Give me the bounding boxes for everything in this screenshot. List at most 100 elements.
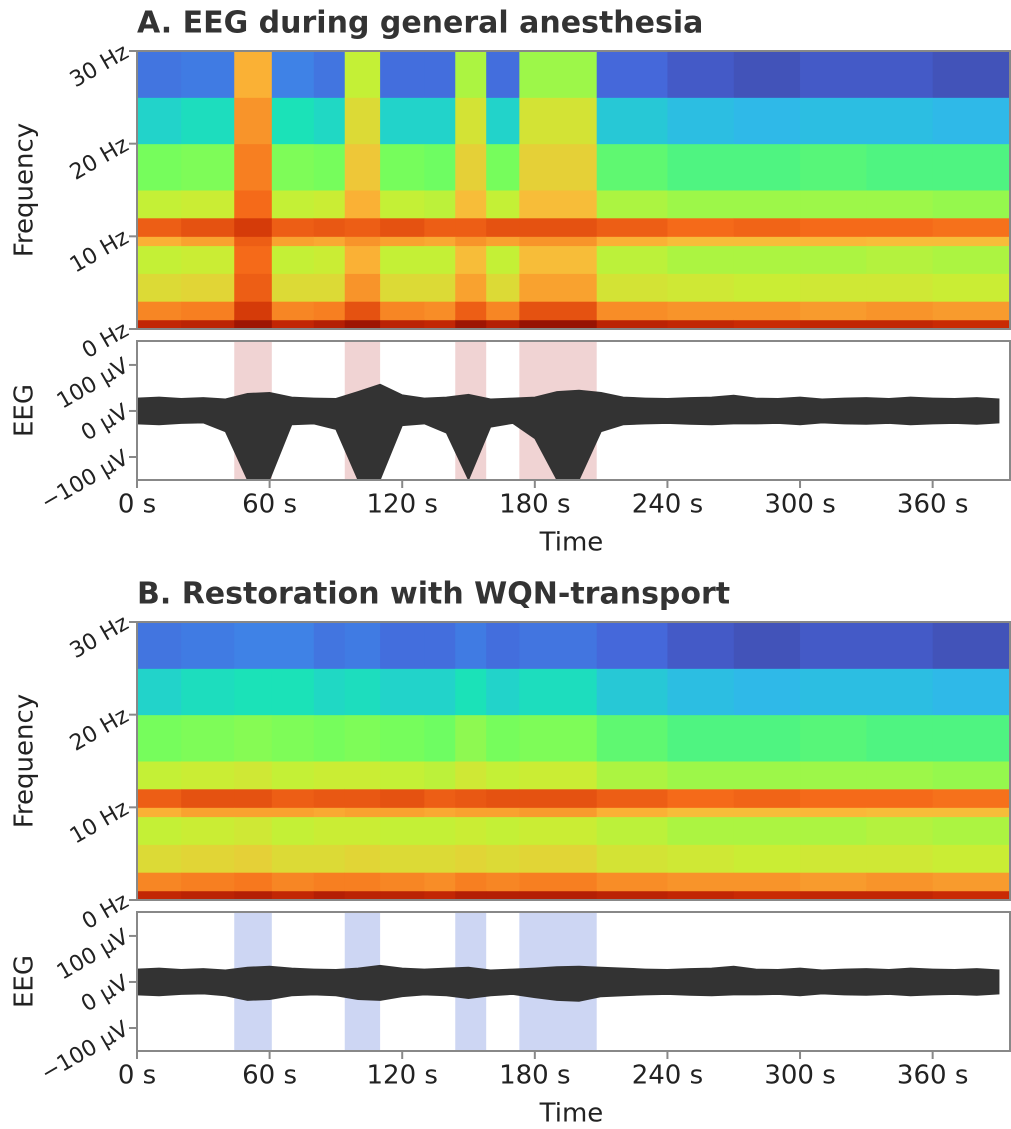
heatmap-cell [800, 301, 867, 321]
heatmap-cell [800, 872, 867, 892]
heatmap-cell [866, 668, 934, 716]
heatmap-cell [866, 816, 934, 845]
heatmap-cell [800, 319, 867, 330]
heatmap-cell [137, 668, 182, 716]
heatmap-cell [519, 143, 598, 191]
heatmap-cell [486, 245, 520, 274]
heatmap-cell [313, 97, 346, 145]
heatmap-cell [596, 761, 668, 790]
heatmap-cell [519, 190, 598, 219]
panel-frame [136, 621, 1011, 901]
heatmap-cell [380, 872, 425, 892]
heatmap-cell [519, 714, 598, 762]
x-tick-label: 60 s [242, 490, 297, 520]
x-axis-label: Time [539, 1099, 604, 1129]
heatmap-cell [455, 236, 487, 247]
heatmap-cell [181, 761, 235, 790]
heatmap-cell [234, 51, 273, 98]
heatmap-cell [271, 844, 315, 873]
heatmap-cell [313, 668, 346, 716]
y-tick-label: 20 Hz [66, 703, 133, 756]
heatmap-cell [181, 273, 235, 302]
heatmap-cell [866, 761, 934, 790]
heatmap-cell [455, 217, 487, 237]
heatmap-cell [424, 245, 456, 274]
heatmap-cell [596, 788, 668, 808]
heatmap-cell [596, 217, 668, 237]
heatmap-cell [733, 844, 801, 873]
heatmap-cell [667, 761, 735, 790]
heatmap-cell [137, 143, 182, 191]
heatmap-cell [181, 143, 235, 191]
heatmap-cell [344, 51, 381, 98]
heatmap-cell [596, 807, 668, 818]
heatmap-cell [234, 788, 273, 808]
heatmap-cell [800, 890, 867, 901]
heatmap-cell [486, 807, 520, 818]
heatmap-cell [455, 714, 487, 762]
heatmap-cell [137, 807, 182, 818]
heatmap-cell [137, 217, 182, 237]
heatmap-cell [866, 236, 934, 247]
heatmap-cell [932, 668, 1011, 716]
heatmap-cell [380, 319, 425, 330]
heatmap-cell [667, 51, 735, 98]
heatmap-cell [519, 217, 598, 237]
heatmap-cell [932, 622, 1011, 669]
y-tick-label: 0 Hz [78, 318, 133, 364]
heatmap-cell [313, 236, 346, 247]
heatmap-cell [932, 51, 1011, 98]
heatmap-cell [486, 668, 520, 716]
heatmap-cell [932, 245, 1011, 274]
heatmap-cell [733, 816, 801, 845]
heatmap-cell [519, 245, 598, 274]
heatmap-cell [424, 890, 456, 901]
heatmap-cell [733, 97, 801, 145]
panel-frame [136, 340, 1011, 481]
heatmap-cell [234, 890, 273, 901]
x-axis-label: Time [539, 528, 604, 558]
heatmap-cell [137, 714, 182, 762]
heatmap-cell [234, 143, 273, 191]
heatmap-cell [234, 668, 273, 716]
heatmap-cell [234, 245, 273, 274]
heatmap-cell [455, 622, 487, 669]
heatmap-cell [800, 245, 867, 274]
heatmap-cell [181, 668, 235, 716]
x-tick-label: 300 s [764, 1061, 835, 1091]
heatmap-cell [344, 319, 381, 330]
heatmap-cell [596, 872, 668, 892]
heatmap-cell [181, 51, 235, 98]
heatmap-cell [866, 51, 934, 98]
heatmap-cell [932, 788, 1011, 808]
x-tick-label: 180 s [499, 490, 570, 520]
heatmap-cell [519, 890, 598, 901]
heatmap-cell [733, 807, 801, 818]
heatmap-cell [866, 844, 934, 873]
heatmap-cell [932, 319, 1011, 330]
y-axis-label: Frequency [10, 694, 40, 828]
heatmap-cell [800, 273, 867, 302]
heatmap-cell [380, 97, 425, 145]
heatmap-cell [271, 319, 315, 330]
heatmap-cell [313, 319, 346, 330]
heatmap-cell [733, 236, 801, 247]
heatmap-cell [519, 816, 598, 845]
x-tick-label: 120 s [366, 1061, 437, 1091]
heatmap-cell [596, 668, 668, 716]
heatmap-cell [800, 236, 867, 247]
y-tick-label: 20 Hz [66, 132, 133, 185]
heatmap-cell [234, 761, 273, 790]
heatmap-cell [596, 236, 668, 247]
heatmap-cell [932, 807, 1011, 818]
heatmap-cell [344, 714, 381, 762]
heatmap-cell [455, 761, 487, 790]
heatmap-cell [424, 668, 456, 716]
heatmap-cell [519, 51, 598, 98]
heatmap-cell [519, 807, 598, 818]
heatmap-cell [380, 217, 425, 237]
heatmap-cell [234, 273, 273, 302]
heatmap-cell [667, 273, 735, 302]
heatmap-cell [181, 245, 235, 274]
heatmap-cell [313, 890, 346, 901]
